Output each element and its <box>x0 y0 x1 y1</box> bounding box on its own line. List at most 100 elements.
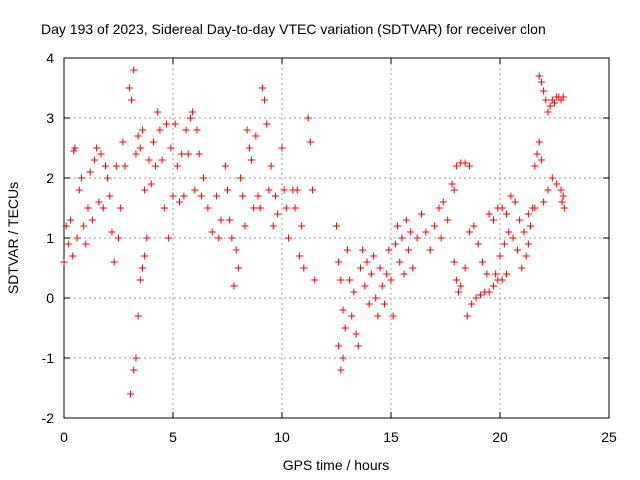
data-point <box>439 198 447 206</box>
x-tick-label: 15 <box>383 429 399 445</box>
data-point <box>239 192 247 200</box>
data-point <box>333 222 340 230</box>
data-point <box>337 366 345 374</box>
data-point <box>130 66 138 74</box>
data-point <box>213 192 221 200</box>
data-point <box>470 222 478 230</box>
data-point <box>180 192 188 200</box>
data-point <box>147 180 155 188</box>
data-point <box>67 216 75 224</box>
data-point <box>553 180 561 188</box>
data-point <box>489 216 497 224</box>
data-point <box>171 120 179 128</box>
data-point <box>285 234 293 242</box>
data-point <box>483 270 491 278</box>
data-point <box>134 312 142 320</box>
data-point <box>374 312 382 320</box>
data-point <box>376 264 384 272</box>
data-point <box>62 222 70 230</box>
data-point <box>522 252 530 260</box>
data-point <box>407 228 415 236</box>
data-point <box>245 144 253 152</box>
data-point <box>437 234 445 242</box>
data-point <box>278 144 286 152</box>
data-point <box>121 162 129 170</box>
y-tick-label: 0 <box>46 290 54 306</box>
data-point <box>128 96 136 104</box>
data-point <box>176 198 184 206</box>
data-point <box>143 234 151 242</box>
data-point <box>197 192 205 200</box>
data-point <box>138 264 146 272</box>
data-point <box>387 276 395 284</box>
data-point <box>496 252 504 260</box>
data-point <box>228 234 236 242</box>
data-point <box>452 162 460 170</box>
data-point <box>546 102 554 110</box>
data-point <box>252 132 260 140</box>
chart-title: Day 193 of 2023, Sidereal Day-to-day VTE… <box>41 21 546 37</box>
data-point <box>156 126 164 134</box>
data-point <box>516 216 524 224</box>
data-point <box>535 72 543 80</box>
data-point <box>208 228 216 236</box>
data-point <box>343 246 351 254</box>
data-point <box>476 291 484 299</box>
data-point <box>304 114 312 122</box>
data-point <box>108 228 116 236</box>
data-points <box>60 66 568 398</box>
data-point <box>505 228 513 236</box>
data-point <box>402 216 410 224</box>
data-point <box>104 174 112 182</box>
data-point <box>154 108 162 116</box>
data-point <box>250 204 258 212</box>
data-point <box>101 162 109 170</box>
data-point <box>311 276 319 284</box>
data-point <box>226 216 234 224</box>
data-point <box>134 132 142 140</box>
data-point <box>243 126 251 134</box>
data-point <box>189 108 197 116</box>
data-point <box>431 222 439 230</box>
data-point <box>503 210 511 218</box>
data-point <box>335 258 343 266</box>
data-point <box>224 186 231 194</box>
x-tick-label: 20 <box>492 429 508 445</box>
data-point <box>126 390 134 398</box>
x-tick-label: 10 <box>274 429 290 445</box>
data-point <box>548 174 556 182</box>
data-point <box>138 126 146 134</box>
data-point <box>361 282 369 290</box>
data-point <box>448 180 456 188</box>
data-point <box>500 240 508 248</box>
data-point <box>400 270 408 278</box>
data-point <box>527 222 535 230</box>
data-point <box>498 276 506 284</box>
data-point <box>71 144 79 152</box>
data-point <box>298 222 306 230</box>
data-point <box>93 144 101 152</box>
data-point <box>540 87 548 95</box>
data-point <box>141 186 149 194</box>
data-point <box>230 282 238 290</box>
x-axis-label: GPS time / hours <box>283 457 390 473</box>
data-point <box>435 204 443 212</box>
data-point <box>559 93 567 101</box>
data-point <box>465 228 473 236</box>
data-point <box>450 186 458 194</box>
data-point <box>518 264 526 272</box>
data-point <box>291 204 299 212</box>
data-point <box>452 276 460 284</box>
data-point <box>141 252 149 260</box>
data-point <box>160 204 168 212</box>
data-point <box>404 246 412 254</box>
data-point <box>193 126 201 134</box>
data-point <box>200 174 208 182</box>
data-point <box>295 252 303 260</box>
data-point <box>531 162 539 170</box>
data-point <box>152 162 160 170</box>
y-tick-label: -1 <box>42 350 55 366</box>
data-point <box>335 342 343 350</box>
data-point <box>389 312 397 320</box>
